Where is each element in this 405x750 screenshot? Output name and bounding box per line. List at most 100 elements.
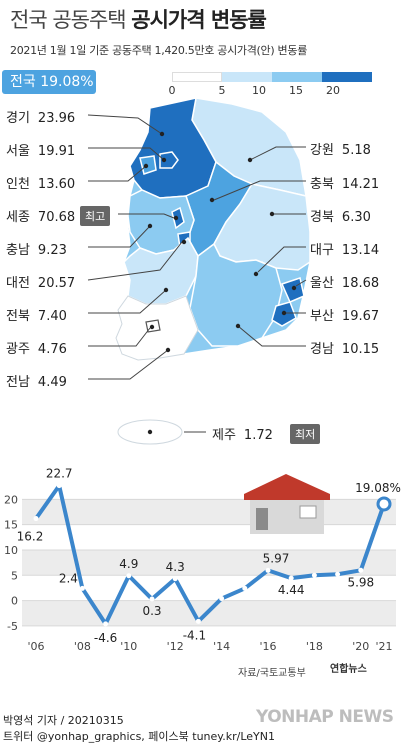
region-name: 경기 — [6, 111, 30, 126]
x-tick-label: '10 — [120, 640, 137, 653]
label-seoul: 서울 19.91 — [6, 140, 75, 159]
data-point — [103, 621, 109, 627]
house-icon — [244, 474, 330, 534]
national-rate-box: 전국 19.08% — [2, 70, 96, 94]
region-value: 13.14 — [341, 243, 380, 258]
region-name: 충북 — [310, 177, 334, 192]
label-jeju: 제주 1.72 — [212, 424, 273, 443]
label-daegu: 대구 13.14 — [310, 239, 379, 258]
max-badge: 최고 — [80, 206, 111, 226]
grid-band — [22, 499, 396, 525]
label-chungnam: 충남 9.23 — [6, 239, 67, 258]
label-gyeongbuk: 경북 6.30 — [310, 206, 371, 225]
data-point — [242, 585, 248, 591]
min-badge: 최저 — [290, 424, 321, 444]
data-label: 0.3 — [142, 604, 161, 618]
region-name: 부산 — [310, 309, 334, 324]
data-point — [33, 516, 39, 522]
label-gyeongnam: 경남 10.15 — [310, 338, 379, 357]
credit-reporter: 박영석 기자 / 20210315 — [3, 714, 124, 727]
label-chungbuk: 충북 14.21 — [310, 173, 379, 192]
label-ulsan: 울산 18.68 — [310, 272, 379, 291]
region-name: 전북 — [6, 309, 30, 324]
legend-tick: 20 — [326, 84, 340, 97]
region-value: 5.18 — [341, 143, 371, 158]
region-seoul — [159, 151, 179, 169]
x-tick-label: '21 — [375, 640, 392, 653]
data-point — [335, 571, 341, 577]
x-tick-label: '12 — [167, 640, 184, 653]
region-value: 23.96 — [37, 111, 76, 126]
label-daejeon: 대전 20.57 — [6, 272, 75, 291]
region-name: 경남 — [310, 342, 334, 357]
region-name: 인천 — [6, 177, 30, 192]
data-label: 19.08% — [355, 481, 401, 495]
data-label: 2.4 — [59, 571, 78, 585]
label-gangwon: 강원 5.18 — [310, 139, 371, 158]
region-value: 18.68 — [341, 276, 380, 291]
data-point — [219, 596, 225, 602]
subtitle: 2021년 1월 1일 기준 공동주택 1,420.5만호 공시가격(안) 변동… — [10, 44, 308, 57]
label-jeonnam: 전남 4.49 — [6, 371, 67, 390]
x-tick-label: '08 — [74, 640, 91, 653]
y-tick-label: 15 — [4, 519, 18, 532]
region-value: 7.40 — [37, 309, 67, 324]
label-gwangju: 광주 4.76 — [6, 338, 67, 357]
label-jeonbuk: 전북 7.40 — [6, 305, 67, 324]
x-tick-label: '20 — [352, 640, 369, 653]
region-name: 울산 — [310, 276, 334, 291]
x-tick-label: '14 — [213, 640, 230, 653]
region-value: 9.23 — [37, 243, 67, 258]
region-name: 세종 — [6, 210, 30, 225]
region-value: 19.91 — [37, 144, 76, 159]
x-tick-label: '18 — [306, 640, 323, 653]
data-point — [288, 575, 294, 581]
series-line — [34, 483, 386, 626]
label-sejong: 세종 70.68 — [6, 206, 75, 225]
region-value: 6.30 — [341, 210, 371, 225]
y-tick-label: 0 — [11, 595, 18, 608]
region-value: 4.49 — [37, 375, 67, 390]
data-point — [311, 572, 317, 578]
region-value: 20.57 — [37, 276, 76, 291]
region-value: 14.21 — [341, 177, 380, 192]
data-point — [149, 596, 155, 602]
data-label: -4.6 — [94, 631, 117, 645]
data-label: 5.98 — [347, 575, 374, 589]
region-value: 1.72 — [243, 428, 273, 443]
watermark-text: YONHAP NEWS — [256, 707, 394, 727]
region-name: 제주 — [212, 428, 236, 443]
source-note: 자료/국토교통부 — [238, 668, 306, 679]
region-name: 강원 — [310, 143, 334, 158]
grid-band — [22, 549, 396, 576]
korea-map — [87, 97, 311, 445]
data-label: 22.7 — [46, 467, 73, 481]
region-name: 경북 — [310, 210, 334, 225]
legend-color-bar — [172, 72, 372, 82]
region-value: 70.68 — [37, 210, 76, 225]
region-jeonbuk — [123, 236, 199, 305]
data-label: 5.97 — [263, 551, 290, 565]
credit-social: 트위터 @yonhap_graphics, 페이스북 tuney.kr/LeYN… — [3, 730, 275, 743]
data-point — [265, 567, 271, 573]
data-point — [126, 573, 132, 579]
region-value: 4.76 — [37, 342, 67, 357]
data-label: 4.9 — [119, 557, 138, 571]
region-name: 대구 — [310, 243, 334, 258]
region-name: 충남 — [6, 243, 30, 258]
legend-swatch-3 — [322, 72, 372, 82]
legend-tick: 10 — [252, 84, 266, 97]
legend-tick: 15 — [289, 84, 303, 97]
data-point-highlight — [376, 496, 392, 512]
data-point — [79, 585, 85, 591]
label-gyeonggi: 경기 23.96 — [6, 107, 75, 126]
x-tick-label: '06 — [27, 640, 44, 653]
label-incheon: 인천 13.60 — [6, 173, 75, 192]
x-tick-label: '16 — [259, 640, 276, 653]
data-point — [195, 618, 201, 624]
data-point — [358, 567, 364, 573]
title-light: 전국 공동주택 — [10, 8, 127, 32]
data-label: 16.2 — [17, 530, 44, 544]
data-point — [172, 576, 178, 582]
